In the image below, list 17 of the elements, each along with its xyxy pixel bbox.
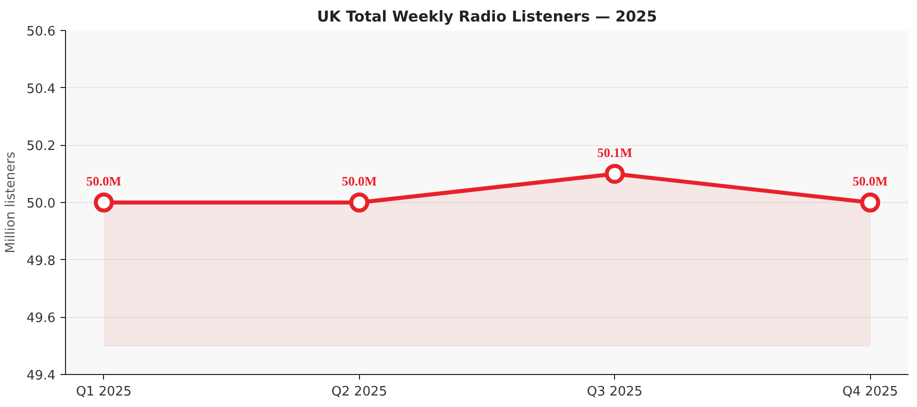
y-tick-label: 50.4 [26,82,56,97]
y-tick-label: 50.2 [26,139,56,154]
y-axis-title: Million listeners [4,152,19,254]
data-label: 50.1M [597,144,632,160]
y-tick-label: 49.8 [26,254,56,269]
data-label: 50.0M [86,174,122,188]
y-tick-label: 49.4 [26,368,56,384]
data-label: 50.0M [342,174,377,188]
y-tick-label: 50.0 [26,196,56,212]
x-tick-label: Q4 2025 [842,384,898,400]
y-tick-label: 49.6 [26,311,56,326]
x-tick-label: Q2 2025 [331,384,388,400]
x-tick-label: Q3 2025 [586,384,643,400]
chart-title: UK Total Weekly Radio Listeners — 2025 [316,8,658,26]
data-label: 50.0M [852,174,888,188]
y-tick-label: 50.6 [26,24,56,40]
x-tick-label: Q1 2025 [76,384,132,400]
